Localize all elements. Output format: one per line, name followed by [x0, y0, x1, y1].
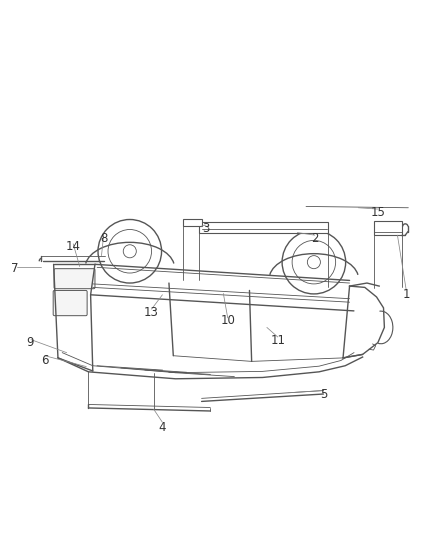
Text: 7: 7 [11, 262, 18, 275]
Text: 11: 11 [270, 334, 285, 347]
FancyBboxPatch shape [54, 269, 95, 289]
Text: 9: 9 [26, 336, 33, 349]
Text: 6: 6 [41, 353, 49, 367]
Text: 3: 3 [202, 222, 210, 235]
Text: 14: 14 [66, 240, 81, 253]
Text: 13: 13 [144, 306, 159, 319]
Text: 5: 5 [320, 389, 327, 401]
FancyBboxPatch shape [184, 219, 201, 226]
Text: 10: 10 [220, 314, 235, 327]
Text: 4: 4 [159, 421, 166, 434]
Text: 8: 8 [100, 232, 107, 245]
Text: 15: 15 [371, 206, 385, 219]
FancyBboxPatch shape [199, 222, 328, 232]
Text: 1: 1 [403, 288, 410, 301]
Text: 2: 2 [311, 232, 318, 245]
FancyBboxPatch shape [374, 221, 402, 235]
FancyBboxPatch shape [53, 290, 87, 316]
